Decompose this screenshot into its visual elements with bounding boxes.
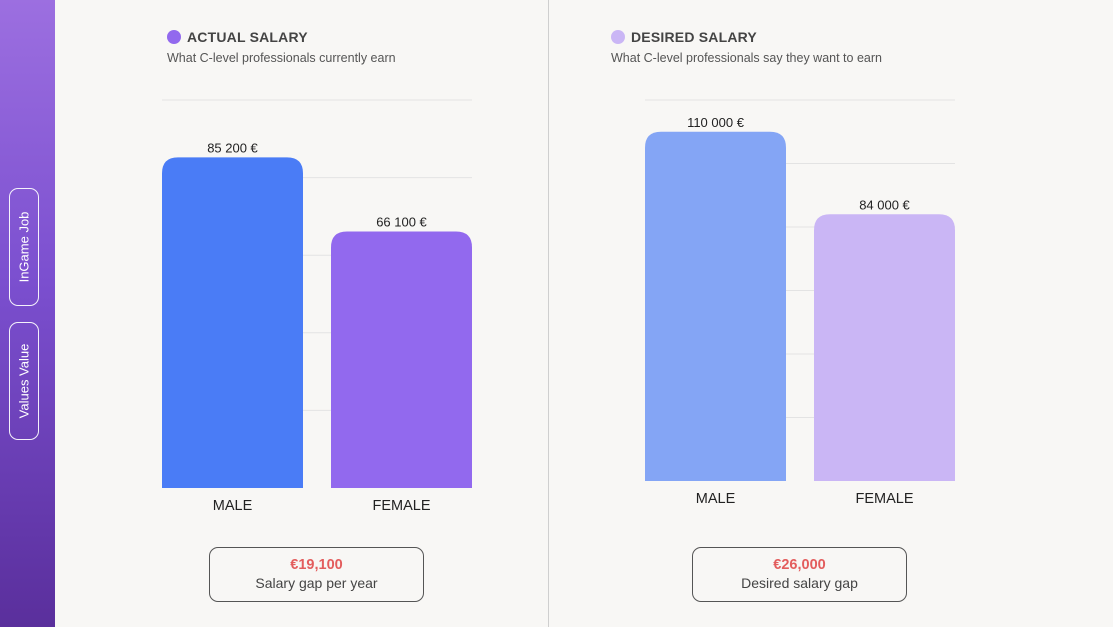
legend-dot [167,30,181,44]
sidebar: InGame Job Values Value [0,0,55,627]
sidebar-tab-values-value[interactable]: Values Value [9,322,39,440]
bar-female [814,214,955,482]
legend-dot [611,30,625,44]
bar-female [331,231,472,489]
bar-male [162,157,303,488]
salary-gap-box: €19,100 Salary gap per year [209,547,424,602]
data-label: 84 000 € [859,197,910,212]
category-label: FEMALE [855,491,913,507]
data-label: 66 100 € [376,215,427,230]
actual-salary-legend: ACTUAL SALARY [167,29,308,45]
chart-subtitle: What C-level professionals say they want… [611,51,882,65]
data-label: 110 000 € [687,115,745,130]
category-label: MALE [213,498,253,514]
bar-male [645,131,786,481]
chart-title: ACTUAL SALARY [187,29,308,45]
category-label: MALE [696,491,736,507]
gap-caption: Salary gap per year [255,575,378,591]
data-label: 85 200 € [207,140,258,155]
chart-title: DESIRED SALARY [631,29,757,45]
chart-subtitle: What C-level professionals currently ear… [167,51,396,65]
gap-amount: €26,000 [773,557,826,573]
gap-caption: Desired salary gap [741,575,858,591]
panel-divider [548,0,549,627]
desired-gap-box: €26,000 Desired salary gap [692,547,907,602]
category-label: FEMALE [372,498,430,514]
desired-salary-legend: DESIRED SALARY [611,29,757,45]
gap-amount: €19,100 [290,557,343,573]
sidebar-tab-ingame-job[interactable]: InGame Job [9,188,39,306]
